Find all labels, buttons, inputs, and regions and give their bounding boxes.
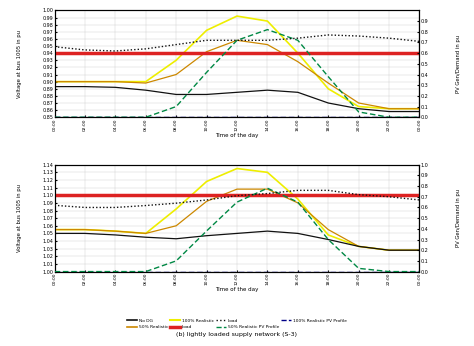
X-axis label: Time of the day: Time of the day <box>215 287 259 292</box>
Legend: No DG, 50% Realistic, 100% Realistic, Load, Load, 50% Realistic PV Profile, 100%: No DG, 50% Realistic, 100% Realistic, Lo… <box>127 319 347 329</box>
Title: (a) heavily loaded supply network (S-2): (a) heavily loaded supply network (S-2) <box>175 178 299 183</box>
X-axis label: Time of the day: Time of the day <box>215 133 259 137</box>
Y-axis label: Voltage at bus 1005 in pu: Voltage at bus 1005 in pu <box>17 30 22 98</box>
Y-axis label: Voltage at bus 1005 in pu: Voltage at bus 1005 in pu <box>17 184 22 252</box>
Title: (b) lightly loaded supply network (S-3): (b) lightly loaded supply network (S-3) <box>176 333 298 337</box>
Y-axis label: PV Gen/Demand in pu: PV Gen/Demand in pu <box>456 189 461 247</box>
Y-axis label: PV Gen/Demand in pu: PV Gen/Demand in pu <box>456 35 461 93</box>
